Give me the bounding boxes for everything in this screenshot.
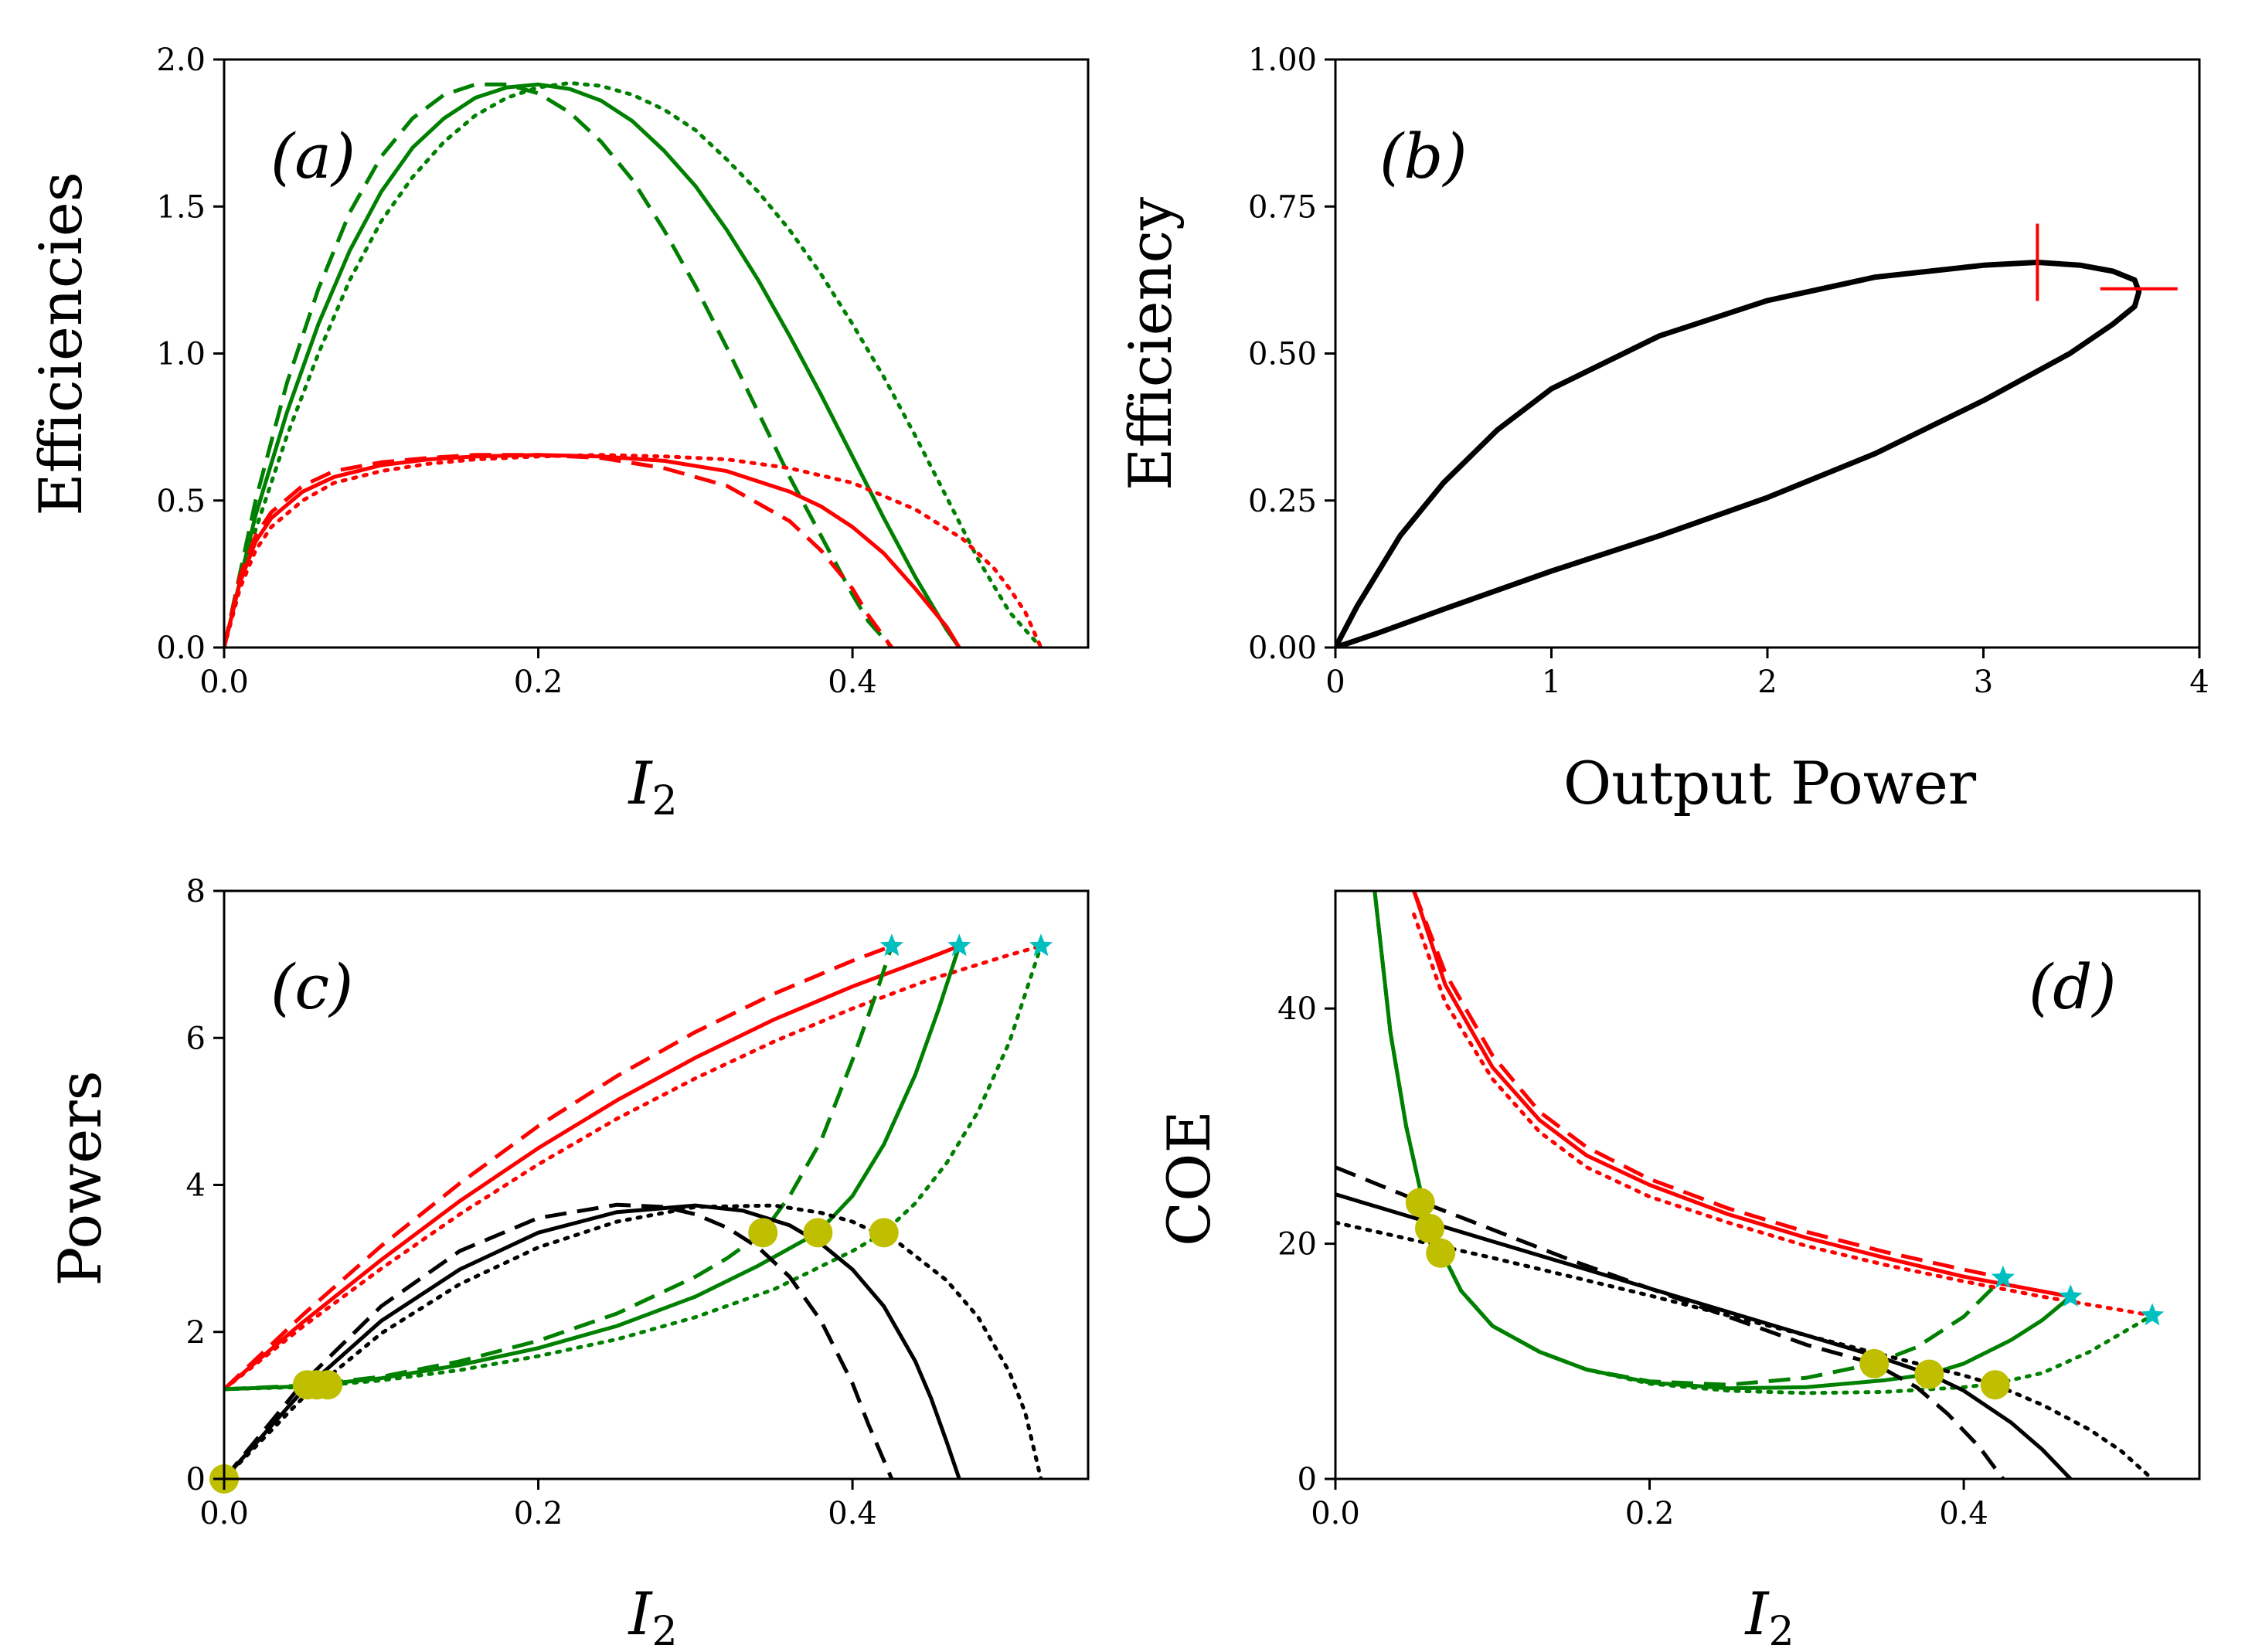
panel-b-xlabel: Output Power	[1563, 749, 1977, 818]
panel-d-marker-circle-8	[1980, 1370, 2010, 1400]
panel-a-series-green-dotted	[224, 80, 1043, 648]
panel-c-marker-star-2	[1029, 933, 1053, 957]
panel-a-xlabel: I2	[627, 749, 677, 824]
panel-c-marker-star-0	[879, 933, 904, 957]
panel-c-ytick-label-2: 4	[186, 1168, 206, 1204]
panel-a-series-red-dashed	[224, 453, 893, 648]
panel-a-xlabel-sub: 2	[651, 778, 677, 824]
panel-d-ylabel: COE	[1155, 1110, 1223, 1246]
panel-c-label: (c)	[270, 951, 353, 1023]
panel-d-xlabel-main: I	[1743, 1579, 1770, 1648]
panel-b-ylabel: Efficiency	[1116, 197, 1185, 491]
panel-c-series-black-dashed	[224, 1202, 894, 1479]
panel-a-ytick-label-0: 0.0	[156, 631, 206, 666]
panel-b-xtick-label-4: 4	[2189, 665, 2209, 700]
panel-d-series-red-dotted	[1412, 912, 2155, 1317]
panel-c-xtick-label-0: 0.0	[199, 1496, 249, 1531]
panel-c-series-red-dotted	[224, 943, 1043, 1392]
panel-d-marker-circle-3	[1405, 1188, 1435, 1218]
panel-d-ytick-label-0: 0	[1298, 1462, 1317, 1497]
panel-d-series-black-dashed	[1335, 1165, 2005, 1479]
panel-d-xlabel-sub: 2	[1768, 1609, 1794, 1652]
panel-b: (b) Efficiency Output Power 0 1 2 3 4 0.00 0.2…	[1116, 42, 2209, 818]
panel-b-xtick-label-2: 2	[1757, 665, 1777, 700]
panel-b-ytick-label-4: 1.00	[1248, 42, 1317, 78]
panel-a-series-group	[224, 80, 1043, 648]
panel-d-series-group	[1335, 891, 2155, 1479]
panel-d-xtick-label-1: 0.2	[1625, 1496, 1675, 1531]
panel-c-xlabel: I2	[627, 1579, 677, 1652]
panel-b-label: (b)	[1379, 121, 1468, 192]
panel-a-xtick-label-0: 0.0	[199, 665, 249, 700]
panel-a-ytick-label-4: 2.0	[156, 42, 206, 78]
panel-d-series-black-solid	[1335, 1192, 2073, 1479]
panel-d-ytick-label-2: 40	[1277, 991, 1317, 1027]
panel-d-frame	[1334, 889, 2201, 1480]
panel-b-series-black-solid	[1335, 260, 2142, 648]
panel-d-label: (d)	[2029, 951, 2117, 1023]
panel-c-series-green-dotted	[224, 943, 1043, 1392]
panel-c-marker-circle-5	[869, 1218, 899, 1248]
panel-d-xlabel: I2	[1743, 1579, 1794, 1652]
panel-c-marker-circle-4	[803, 1218, 833, 1248]
panel-d-marker-circle-4	[1414, 1213, 1444, 1243]
panel-b-xtick-label-0: 0	[1325, 665, 1345, 700]
panel-c-series-red-solid	[224, 943, 961, 1391]
panel-b-series-group	[1335, 260, 2142, 648]
panel-b-xtick-label-1: 1	[1542, 665, 1561, 700]
panel-b-ytick-label-2: 0.50	[1248, 337, 1317, 372]
panel-c-marker-star-1	[947, 933, 971, 957]
panel-a-xlabel-main: I	[627, 749, 653, 818]
panel-b-xtick-label-3: 3	[1974, 665, 1993, 700]
panel-a-ytick-label-3: 1.5	[156, 189, 206, 225]
panel-c-ytick-label-3: 6	[186, 1021, 206, 1056]
panel-c-series-green-dashed	[224, 945, 894, 1392]
panel-a-xtick-label-2: 0.4	[828, 665, 877, 700]
panel-d-marker-circle-6	[1859, 1348, 1890, 1378]
panel-c-marker-circle-3	[748, 1218, 778, 1248]
panel-c-series-red-dashed	[224, 943, 893, 1391]
panel-d-marker-star-0	[1991, 1265, 2015, 1288]
panel-a-ytick-label-2: 1.0	[156, 337, 206, 372]
panel-c-series-black-solid	[224, 1203, 961, 1479]
panel-d-xtick-label-2: 0.4	[1939, 1496, 1988, 1531]
panel-b-ytick-label-0: 0.00	[1248, 631, 1317, 666]
panel-b-ytick-label-3: 0.75	[1248, 189, 1317, 225]
panel-c-xlabel-sub: 2	[651, 1609, 677, 1652]
panel-c-series-black-dotted	[224, 1203, 1043, 1479]
panel-c-ytick-label-1: 2	[186, 1315, 206, 1351]
panel-d-series-red-dashed	[1412, 891, 2004, 1280]
panel-d-series-red-solid	[1412, 891, 2071, 1299]
panel-a-label: (a)	[270, 121, 355, 192]
panel-b-ytick-label-1: 0.25	[1248, 484, 1317, 519]
panel-a-series-green-dashed	[224, 82, 893, 648]
panel-c-ytick-label-4: 8	[186, 874, 206, 909]
panel-a-ylabel: Efficiencies	[26, 172, 95, 515]
panel-d-xtick-label-0: 0.0	[1311, 1496, 1360, 1531]
panel-a: (a) Efficiencies I2 0.0 0.2 0.4 0.0 0.5 1.0 1.…	[26, 42, 1090, 824]
panel-a-series-red-dotted	[224, 453, 1043, 648]
panel-a-series-green-solid	[224, 82, 961, 648]
panel-d-marker-circle-5	[1426, 1238, 1456, 1268]
panel-d-series-green-dotted	[1373, 891, 2155, 1395]
panel-d: (d) COE I2 0.0 0.2 0.4 0 20 40	[1155, 889, 2201, 1652]
panel-d-ytick-label-1: 20	[1277, 1227, 1317, 1263]
panel-a-xtick-label-1: 0.2	[514, 665, 563, 700]
panel-d-marker-star-2	[2140, 1303, 2165, 1326]
panel-c-xtick-label-2: 0.4	[828, 1496, 877, 1531]
panel-c-ytick-label-0: 0	[186, 1462, 206, 1497]
panel-a-ytick-label-1: 0.5	[156, 484, 206, 519]
panel-d-marker-circle-7	[1914, 1359, 1944, 1389]
panel-d-marker-star-1	[2059, 1284, 2083, 1307]
panel-c-marker-circle-8	[313, 1370, 343, 1400]
panel-c-ylabel: Powers	[46, 1070, 114, 1286]
panel-c-xtick-label-1: 0.2	[514, 1496, 563, 1531]
panel-d-series-black-dotted	[1335, 1220, 2155, 1479]
panel-c-xlabel-main: I	[627, 1579, 653, 1648]
panel-c-series-group	[224, 943, 1043, 1479]
